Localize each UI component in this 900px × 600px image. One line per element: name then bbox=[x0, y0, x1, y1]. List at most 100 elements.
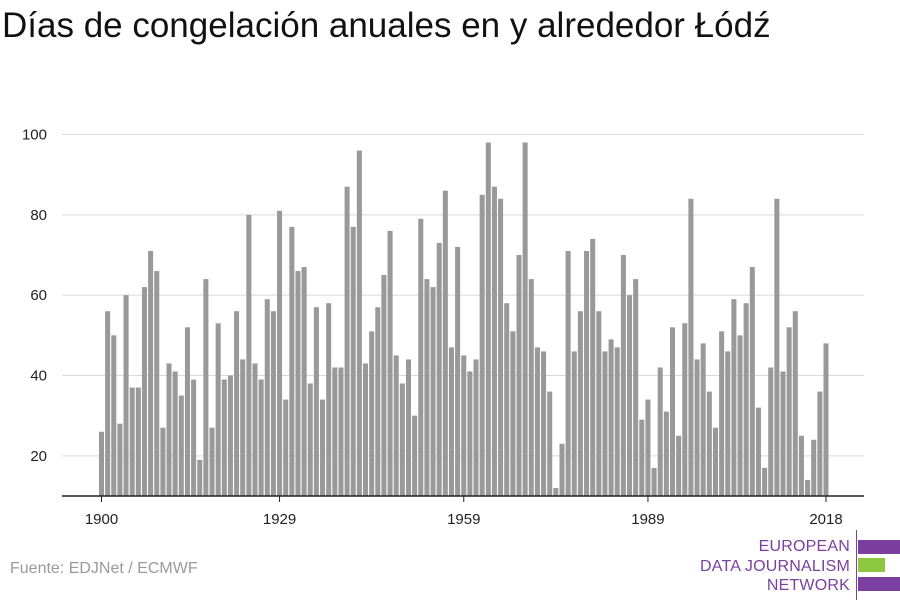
bar-1901 bbox=[105, 311, 111, 496]
bar-1997 bbox=[694, 359, 700, 496]
bar-2002 bbox=[725, 351, 731, 496]
y-tick-label-80: 80 bbox=[30, 207, 47, 224]
bar-2015 bbox=[805, 479, 811, 496]
x-tick-label-1900: 1900 bbox=[85, 511, 118, 528]
bar-1916 bbox=[197, 459, 203, 496]
bar-2000 bbox=[712, 427, 718, 496]
bar-2009 bbox=[768, 367, 774, 496]
bar-1927 bbox=[264, 299, 270, 496]
bar-2005 bbox=[743, 303, 749, 496]
bar-2011 bbox=[780, 371, 786, 496]
bar-1934 bbox=[307, 383, 313, 496]
logo-bar-middle bbox=[858, 558, 885, 572]
bar-1907 bbox=[141, 287, 147, 496]
x-tick-label-1959: 1959 bbox=[447, 511, 480, 528]
logo-text-line-2: DATA JOURNALISM bbox=[700, 558, 850, 575]
source-credit: Fuente: EDJNet / ECMWF bbox=[10, 560, 198, 577]
bar-1993 bbox=[669, 327, 676, 496]
bar-1973 bbox=[547, 391, 553, 496]
bar-1921 bbox=[227, 375, 233, 496]
bar-2010 bbox=[774, 198, 780, 496]
bar-1914 bbox=[184, 327, 190, 496]
y-tick-label-100: 100 bbox=[22, 127, 47, 144]
bar-1954 bbox=[430, 287, 436, 496]
bar-1963 bbox=[485, 142, 491, 496]
bar-1986 bbox=[627, 295, 633, 496]
bar-1969 bbox=[522, 142, 528, 496]
bar-1933 bbox=[301, 267, 307, 496]
bar-1980 bbox=[590, 238, 596, 496]
bar-1931 bbox=[289, 226, 295, 496]
chart-title: Días de congelación anuales en y alreded… bbox=[2, 6, 771, 45]
bar-1950 bbox=[405, 359, 411, 496]
bars bbox=[98, 142, 829, 497]
bar-2007 bbox=[755, 407, 761, 496]
bar-1975 bbox=[559, 443, 565, 496]
bar-chart: 1900 1929 1959 1989 2018 20 40 60 80 100 bbox=[22, 127, 864, 528]
bar-2013 bbox=[792, 311, 798, 496]
bar-1929 bbox=[277, 210, 283, 496]
bar-2004 bbox=[737, 335, 743, 496]
logo-divider bbox=[856, 530, 857, 600]
bar-1959 bbox=[461, 355, 467, 496]
bar-1961 bbox=[473, 359, 479, 496]
bar-1924 bbox=[246, 214, 252, 496]
bar-1903 bbox=[117, 423, 123, 496]
bar-1962 bbox=[479, 194, 485, 496]
bar-1923 bbox=[240, 359, 246, 496]
bar-1953 bbox=[424, 279, 430, 496]
bar-1936 bbox=[320, 399, 326, 496]
bar-1942 bbox=[356, 150, 362, 496]
bar-1958 bbox=[455, 246, 461, 496]
logo-bar-bottom bbox=[858, 577, 900, 591]
bar-1905 bbox=[129, 387, 135, 496]
bar-1915 bbox=[191, 379, 197, 496]
bar-1982 bbox=[602, 351, 608, 496]
bar-2001 bbox=[719, 331, 725, 496]
bar-1955 bbox=[436, 242, 442, 496]
bar-1911 bbox=[166, 363, 172, 496]
bar-1965 bbox=[498, 198, 504, 496]
bar-1951 bbox=[412, 415, 418, 496]
bar-2012 bbox=[786, 327, 792, 496]
logo-bar-top bbox=[858, 540, 900, 554]
bar-1992 bbox=[663, 411, 669, 496]
x-tick-label-1929: 1929 bbox=[263, 511, 296, 528]
bar-1944 bbox=[369, 331, 375, 496]
bar-1949 bbox=[399, 383, 405, 496]
bar-1966 bbox=[504, 303, 510, 496]
bar-1937 bbox=[326, 303, 332, 496]
bar-1948 bbox=[393, 355, 399, 496]
bar-1952 bbox=[418, 218, 424, 496]
bar-1974 bbox=[553, 487, 559, 496]
bar-1928 bbox=[270, 311, 276, 496]
bar-1900 bbox=[98, 431, 105, 496]
bar-1932 bbox=[295, 271, 301, 496]
bar-1991 bbox=[657, 367, 663, 496]
bar-1917 bbox=[203, 279, 209, 496]
bar-1919 bbox=[215, 323, 221, 496]
bar-1964 bbox=[491, 186, 497, 496]
bar-1922 bbox=[234, 311, 240, 496]
bar-1941 bbox=[350, 226, 356, 496]
bar-1939 bbox=[338, 367, 344, 496]
bar-1996 bbox=[688, 198, 694, 496]
bar-2017 bbox=[817, 391, 823, 496]
edjnet-logo: EUROPEAN DATA JOURNALISM NETWORK bbox=[700, 530, 900, 600]
bar-1913 bbox=[178, 395, 184, 496]
bar-1990 bbox=[651, 467, 657, 496]
bar-1970 bbox=[528, 279, 534, 496]
bar-1925 bbox=[252, 363, 258, 496]
bar-1946 bbox=[381, 275, 387, 496]
bar-1994 bbox=[676, 435, 682, 496]
bar-2016 bbox=[811, 439, 817, 496]
bar-1908 bbox=[148, 250, 154, 496]
bar-1995 bbox=[682, 323, 688, 496]
logo-text-line-1: EUROPEAN bbox=[758, 538, 850, 555]
bar-1943 bbox=[363, 363, 369, 496]
bar-1978 bbox=[577, 311, 583, 496]
bar-1902 bbox=[111, 335, 117, 496]
bar-1945 bbox=[375, 307, 381, 496]
y-tick-label-40: 40 bbox=[30, 368, 47, 385]
bar-1909 bbox=[154, 271, 160, 496]
